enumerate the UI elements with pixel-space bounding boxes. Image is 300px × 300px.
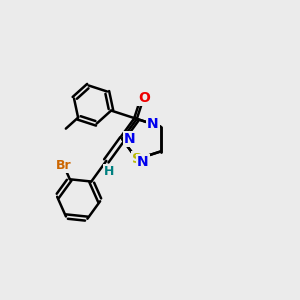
Text: N: N bbox=[147, 117, 159, 130]
Text: S: S bbox=[132, 152, 142, 166]
Text: N: N bbox=[137, 155, 148, 169]
Text: N: N bbox=[124, 132, 136, 146]
Text: Br: Br bbox=[56, 159, 72, 172]
Text: H: H bbox=[104, 165, 114, 178]
Text: O: O bbox=[138, 91, 150, 104]
